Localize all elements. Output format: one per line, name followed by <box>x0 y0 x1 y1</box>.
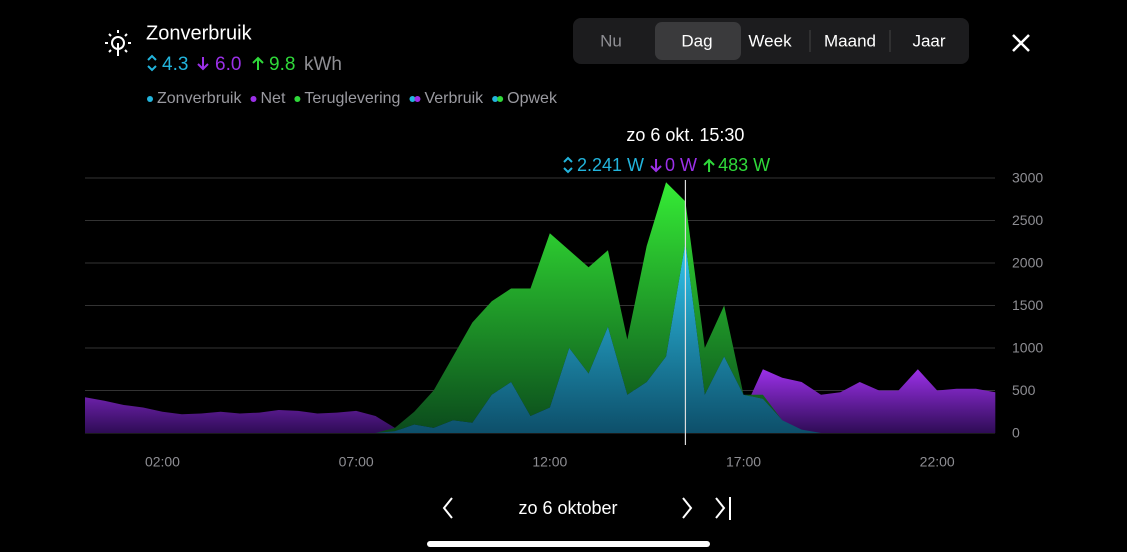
x-tick-label: 17:00 <box>726 454 761 470</box>
tooltip-icon <box>650 159 662 173</box>
last-button[interactable] <box>715 497 731 520</box>
summary-value: 9.8 <box>269 54 295 75</box>
tooltip-value: 0 W <box>665 155 697 175</box>
next-button[interactable] <box>682 497 693 519</box>
prev-button[interactable] <box>442 497 453 519</box>
legend-label: Opwek <box>507 90 558 107</box>
legend-dot <box>294 96 301 102</box>
x-tick-label: 12:00 <box>532 454 567 470</box>
legend-dot <box>414 96 421 102</box>
tooltip-icon <box>563 156 573 174</box>
legend-dot <box>492 96 499 102</box>
y-tick-label: 1500 <box>1012 297 1043 313</box>
legend-dot <box>409 96 416 102</box>
x-tick-label: 02:00 <box>145 454 180 470</box>
tab[interactable]: Nu <box>600 31 622 50</box>
legend-label: Verbruik <box>424 90 484 107</box>
tooltip-icon <box>703 158 715 172</box>
legend-dot <box>250 96 257 102</box>
summary-unit: kWh <box>304 54 342 75</box>
tooltip-value: 2.241 W <box>577 155 644 175</box>
summary-value: 6.0 <box>215 54 241 75</box>
tooltip-title: zo 6 okt. 15:30 <box>626 125 744 145</box>
legend-label: Zonverbruik <box>157 90 242 107</box>
title: Zonverbruik <box>146 22 253 44</box>
summary-value: 4.3 <box>162 54 188 75</box>
y-tick-label: 2500 <box>1012 212 1043 228</box>
legend-label: Teruglevering <box>304 90 400 107</box>
tab[interactable]: Dag <box>681 31 712 50</box>
summary-icons <box>147 54 264 72</box>
y-tick-label: 1000 <box>1012 340 1043 356</box>
legend-dot <box>497 96 504 102</box>
legend-label: Net <box>260 90 285 107</box>
area-teruglevering <box>85 182 996 433</box>
y-tick-label: 500 <box>1012 382 1036 398</box>
tab[interactable]: Jaar <box>912 31 945 50</box>
x-tick-label: 07:00 <box>339 454 374 470</box>
sun-icon <box>105 30 131 56</box>
tab-selected <box>655 22 741 60</box>
y-tick-label: 2000 <box>1012 255 1043 271</box>
close-button[interactable] <box>1012 34 1030 52</box>
legend-dot <box>147 96 153 102</box>
x-tick-label: 22:00 <box>920 454 955 470</box>
y-tick-label: 3000 <box>1012 170 1043 186</box>
home-indicator <box>427 541 710 547</box>
nav-date: zo 6 oktober <box>518 498 617 518</box>
y-tick-label: 0 <box>1012 425 1020 441</box>
tooltip-value: 483 W <box>718 155 770 175</box>
tab[interactable]: Maand <box>824 31 876 50</box>
tab[interactable]: Week <box>748 31 792 50</box>
